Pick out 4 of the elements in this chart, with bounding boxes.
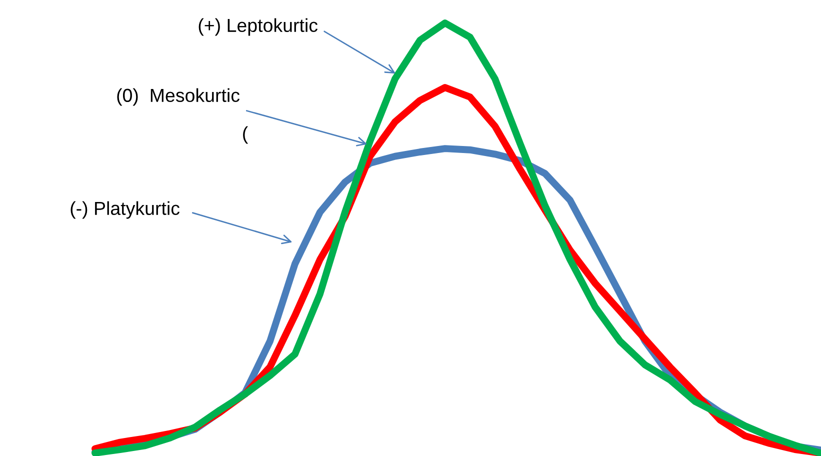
annotation: (0) Mesokurtic xyxy=(117,88,240,106)
annotation: (+) Leptokurtic xyxy=(198,18,318,36)
annotation: (-) Platykurtic xyxy=(70,201,180,219)
annotation: ( xyxy=(243,126,248,144)
